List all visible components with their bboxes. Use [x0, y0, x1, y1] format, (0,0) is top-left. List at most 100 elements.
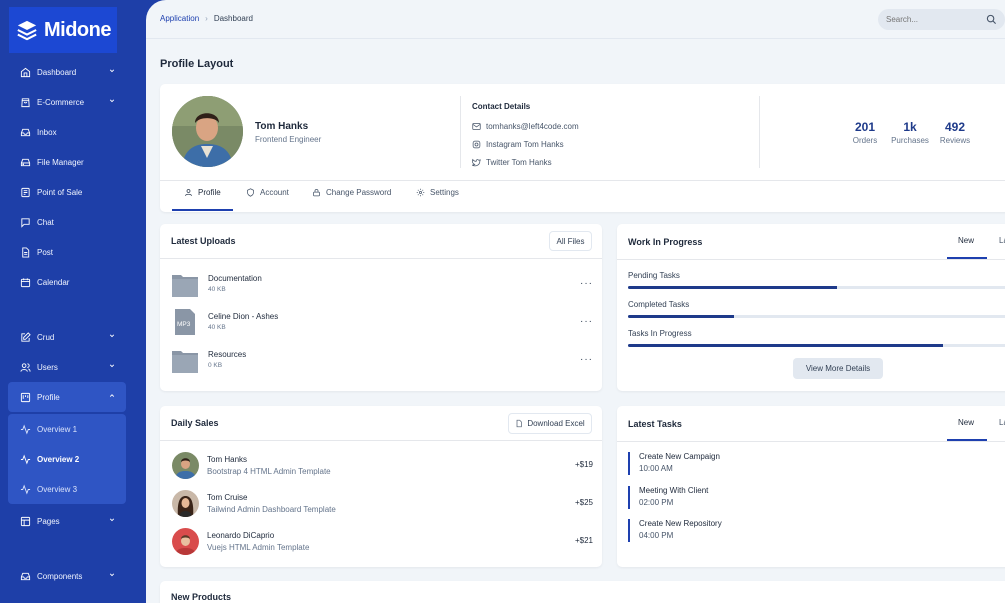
contact-twitter: Twitter Tom Hanks [472, 158, 552, 167]
sidebar-item-components[interactable]: Components [8, 561, 126, 591]
breadcrumb: Application › Dashboard [160, 14, 253, 23]
work-in-progress-title: Work In Progress [628, 237, 703, 247]
avatar [172, 490, 199, 517]
instagram-icon [472, 140, 481, 149]
activity-icon [19, 453, 31, 465]
more-horizontal-icon[interactable]: ··· [580, 278, 593, 289]
logo[interactable]: Midone [9, 7, 117, 53]
inbox-icon [19, 126, 31, 138]
trello-icon [19, 391, 31, 403]
sidebar-item-post[interactable]: Post [8, 237, 126, 267]
table-row: Leonardo DiCaprio Vuejs HTML Admin Templ… [172, 528, 593, 558]
sale-amount: +$25 [574, 498, 593, 507]
sidebar-item-profile[interactable]: Profile [8, 382, 126, 412]
more-horizontal-icon[interactable]: ··· [580, 316, 593, 327]
sidebar-item-crud[interactable]: Crud [8, 322, 126, 352]
sidebar-item-users[interactable]: Users [8, 352, 126, 382]
search-icon[interactable] [986, 14, 997, 25]
tabs-divider [160, 180, 1005, 181]
layout-icon [19, 515, 31, 527]
contact-email: tomhanks@left4code.com [472, 122, 579, 131]
file-size: 40 KB [208, 286, 226, 293]
file-size: 0 KB [208, 362, 223, 369]
mail-icon [472, 123, 481, 130]
search-input[interactable] [886, 15, 976, 24]
breadcrumb-application[interactable]: Application [160, 14, 200, 23]
tab-change-password[interactable]: Change Password [312, 188, 391, 197]
home-icon [19, 66, 31, 78]
list-item[interactable]: Documentation 40 KB ··· [172, 269, 592, 299]
stat-orders-label: Orders [852, 136, 878, 145]
file-type-label: MP3 [177, 321, 191, 328]
sidebar-item-file-manager[interactable]: File Manager [8, 147, 126, 177]
lock-icon [313, 189, 320, 197]
all-files-button[interactable]: All Files [549, 231, 592, 251]
divider [460, 96, 461, 168]
tab-new[interactable]: New [958, 236, 975, 245]
stat-purchases-label: Purchases [891, 136, 929, 145]
tab-label: Account [260, 188, 289, 197]
sidebar-item-dashboard[interactable]: Dashboard [8, 57, 126, 87]
contact-details-title: Contact Details [472, 102, 531, 111]
sale-description: Vuejs HTML Admin Template [207, 543, 310, 552]
progress-bar [628, 315, 1005, 318]
sale-amount: +$19 [574, 460, 593, 469]
sidebar-subitem-overview-1[interactable]: Overview 1 [8, 414, 126, 444]
task-title: Meeting With Client [639, 486, 709, 495]
sidebar-item-label: Components [37, 571, 83, 581]
stat-purchases-value: 1k [903, 120, 917, 134]
file-icon: MP3 [175, 309, 195, 335]
download-excel-label: Download Excel [527, 419, 585, 428]
stat-reviews-value: 492 [944, 120, 966, 134]
download-excel-button[interactable]: Download Excel [508, 413, 592, 434]
brand-name: Midone [44, 18, 112, 41]
tab-account[interactable]: Account [246, 188, 289, 197]
file-name: Resources [208, 350, 247, 359]
more-horizontal-icon[interactable]: ··· [580, 354, 593, 365]
tab-profile[interactable]: Profile [184, 188, 221, 197]
tab-settings[interactable]: Settings [416, 188, 459, 197]
sidebar-item-ecommerce[interactable]: E-Commerce [8, 87, 126, 117]
sidebar-subitem-label: Overview 2 [37, 454, 80, 464]
sidebar-item-calendar[interactable]: Calendar [8, 267, 126, 297]
list-item[interactable]: Create New Repository 04:00 PM [628, 519, 828, 542]
users-icon [19, 361, 31, 373]
list-item[interactable]: Create New Campaign 10:00 AM [628, 452, 828, 475]
file-name: Documentation [208, 274, 262, 283]
card-divider [617, 259, 1005, 260]
list-item[interactable]: MP3 Celine Dion - Ashes 40 KB ··· [172, 307, 592, 337]
shopping-bag-icon [19, 96, 31, 108]
chevron-right-icon: › [205, 14, 208, 23]
contact-instagram: Instagram Tom Hanks [472, 140, 564, 149]
tab-new[interactable]: New [958, 418, 975, 427]
layers-logo-icon [17, 20, 37, 41]
tab-label: Change Password [326, 188, 392, 197]
page-title: Profile Layout [160, 58, 234, 70]
sidebar-subitem-overview-2[interactable]: Overview 2 [8, 444, 126, 474]
sidebar-subitem-overview-3[interactable]: Overview 3 [8, 474, 126, 504]
progress-fill [628, 344, 944, 347]
sidebar-item-chat[interactable]: Chat [8, 207, 126, 237]
sale-name: Tom Hanks [207, 455, 248, 464]
list-item[interactable]: Meeting With Client 02:00 PM [628, 486, 828, 509]
file-size: 40 KB [208, 324, 226, 331]
tab-label: Profile [198, 188, 221, 197]
search-box[interactable] [878, 9, 1005, 30]
view-more-details-button[interactable]: View More Details [793, 358, 883, 379]
gear-icon [416, 188, 425, 197]
sidebar-item-label: Calendar [37, 277, 70, 287]
sidebar-subitem-label: Overview 3 [37, 484, 78, 494]
tab-last[interactable]: La [999, 418, 1005, 427]
list-item[interactable]: Resources 0 KB ··· [172, 345, 592, 375]
sidebar-item-label: Inbox [37, 127, 57, 137]
sidebar-item-point-of-sale[interactable]: Point of Sale [8, 177, 126, 207]
tab-last[interactable]: La [999, 236, 1005, 245]
sidebar-item-pages[interactable]: Pages [8, 506, 126, 536]
sidebar-item-label: Point of Sale [37, 187, 83, 197]
chevron-down-icon [109, 99, 115, 103]
sidebar-item-inbox[interactable]: Inbox [8, 117, 126, 147]
daily-sales-title: Daily Sales [171, 418, 219, 428]
file-text-icon [19, 246, 31, 258]
sidebar: Midone Dashboard E-Commerce Inbox File M… [0, 0, 146, 603]
progress-fill [628, 315, 735, 318]
